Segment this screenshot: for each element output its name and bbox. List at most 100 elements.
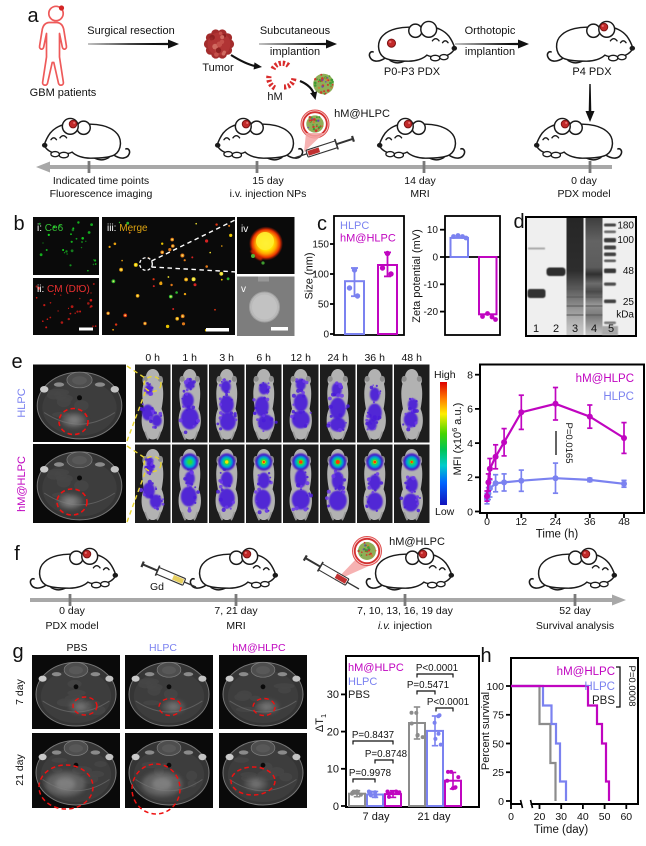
svg-text:Subcutaneous: Subcutaneous <box>260 25 331 37</box>
svg-text:PBS: PBS <box>66 642 87 654</box>
svg-text:iii: Merge: iii: Merge <box>107 223 148 234</box>
svg-text:P0-P3 PDX: P0-P3 PDX <box>384 66 441 78</box>
svg-text:a: a <box>27 5 39 27</box>
svg-text:h: h <box>480 645 491 667</box>
svg-text:1: 1 <box>533 323 539 335</box>
svg-text:v: v <box>241 284 246 295</box>
svg-text:High: High <box>434 369 456 381</box>
svg-text:Zeta potential (mV): Zeta potential (mV) <box>411 229 423 323</box>
svg-text:48: 48 <box>618 516 630 528</box>
svg-text:10: 10 <box>427 225 439 236</box>
svg-text:i.v. injection: i.v. injection <box>378 620 432 632</box>
svg-text:75: 75 <box>492 710 504 722</box>
svg-text:10: 10 <box>327 764 339 776</box>
svg-text:g: g <box>12 641 23 663</box>
svg-text:4: 4 <box>591 323 597 335</box>
svg-text:implantion: implantion <box>465 46 515 58</box>
svg-text:5: 5 <box>608 323 614 335</box>
svg-text:HLPC: HLPC <box>340 220 369 232</box>
svg-text:MFI (x106 a.u.): MFI (x106 a.u.) <box>450 403 464 476</box>
svg-text:15 day: 15 day <box>252 175 284 187</box>
svg-text:0: 0 <box>432 253 438 264</box>
svg-text:-20: -20 <box>424 307 439 318</box>
svg-text:36 h: 36 h <box>364 352 385 364</box>
svg-text:hM@HLPC: hM@HLPC <box>232 642 286 654</box>
svg-text:0: 0 <box>508 811 514 823</box>
svg-text:0: 0 <box>333 801 339 813</box>
svg-text:Survival analysis: Survival analysis <box>536 620 614 632</box>
svg-text:Percent survival: Percent survival <box>480 692 492 770</box>
svg-text:-10: -10 <box>424 280 439 291</box>
svg-text:PDX model: PDX model <box>557 188 610 200</box>
svg-text:7 day: 7 day <box>363 811 390 823</box>
svg-text:b: b <box>13 213 24 235</box>
svg-text:f: f <box>14 543 20 565</box>
svg-text:1 h: 1 h <box>182 352 197 364</box>
svg-text:ΔT1: ΔT1 <box>314 714 328 732</box>
svg-text:14 day: 14 day <box>404 175 436 187</box>
svg-text:7, 21 day: 7, 21 day <box>214 605 258 617</box>
svg-text:i: Ce6: i: Ce6 <box>37 223 64 234</box>
svg-text:2: 2 <box>553 323 559 335</box>
svg-text:48: 48 <box>623 266 635 277</box>
svg-text:100: 100 <box>486 681 504 693</box>
svg-text:hM@HLPC: hM@HLPC <box>389 536 445 548</box>
svg-text:8: 8 <box>467 370 473 382</box>
svg-text:0 h: 0 h <box>145 352 160 364</box>
svg-text:100: 100 <box>617 235 634 246</box>
svg-text:0: 0 <box>467 506 473 518</box>
svg-text:Time (h): Time (h) <box>536 529 579 541</box>
svg-text:PBS: PBS <box>348 689 370 701</box>
svg-text:21 day: 21 day <box>417 811 451 823</box>
svg-text:Size (nm): Size (nm) <box>304 252 316 299</box>
svg-text:21 day: 21 day <box>14 753 26 785</box>
svg-text:Surgical resection: Surgical resection <box>87 25 174 37</box>
svg-text:24 h: 24 h <box>327 352 348 364</box>
svg-text:Orthotopic: Orthotopic <box>465 25 516 37</box>
svg-text:P<0.0001: P<0.0001 <box>427 697 469 708</box>
svg-text:GBM patients: GBM patients <box>30 87 97 99</box>
svg-text:P=0.0165: P=0.0165 <box>563 423 574 464</box>
svg-text:25: 25 <box>492 767 504 779</box>
svg-text:Tumor: Tumor <box>202 62 234 74</box>
svg-text:0: 0 <box>484 516 490 528</box>
svg-text:20: 20 <box>534 811 546 823</box>
svg-text:12 h: 12 h <box>290 352 311 364</box>
svg-text:hM@HLPC: hM@HLPC <box>576 373 634 385</box>
svg-text:i.v. injection NPs: i.v. injection NPs <box>230 188 307 200</box>
svg-text:6: 6 <box>467 404 473 416</box>
svg-text:50: 50 <box>492 738 504 750</box>
svg-text:e: e <box>11 351 22 373</box>
svg-text:MRI: MRI <box>410 188 429 200</box>
svg-text:hM@HLPC: hM@HLPC <box>340 233 396 245</box>
svg-text:100: 100 <box>312 270 329 281</box>
svg-text:hM@HLPC: hM@HLPC <box>16 456 28 512</box>
svg-text:P4 PDX: P4 PDX <box>572 66 612 78</box>
svg-text:6 h: 6 h <box>256 352 271 364</box>
svg-text:24: 24 <box>550 516 562 528</box>
svg-text:25: 25 <box>623 297 635 308</box>
svg-text:hM: hM <box>267 91 282 103</box>
svg-text:2: 2 <box>467 472 473 484</box>
svg-text:180: 180 <box>617 221 634 232</box>
svg-text:implantion: implantion <box>270 46 320 58</box>
svg-text:60: 60 <box>620 811 632 823</box>
svg-text:MRI: MRI <box>226 620 245 632</box>
svg-text:P=0.5471: P=0.5471 <box>407 680 449 691</box>
svg-text:30: 30 <box>555 811 567 823</box>
svg-text:40: 40 <box>577 811 589 823</box>
svg-text:P=0.8748: P=0.8748 <box>365 749 408 760</box>
svg-text:0 day: 0 day <box>59 605 85 617</box>
svg-text:4: 4 <box>467 438 473 450</box>
svg-text:P<0.0001: P<0.0001 <box>416 663 458 674</box>
svg-text:Indicated time points: Indicated time points <box>53 175 149 187</box>
svg-text:Gd: Gd <box>150 581 164 593</box>
svg-text:30: 30 <box>327 689 339 701</box>
svg-text:P=0.8437: P=0.8437 <box>352 730 394 741</box>
svg-text:HLPC: HLPC <box>584 681 615 693</box>
svg-text:Time (day): Time (day) <box>534 824 589 836</box>
svg-text:Low: Low <box>435 506 455 518</box>
svg-text:HLPC: HLPC <box>603 391 634 403</box>
svg-text:36: 36 <box>584 516 596 528</box>
svg-text:48 h: 48 h <box>401 352 422 364</box>
